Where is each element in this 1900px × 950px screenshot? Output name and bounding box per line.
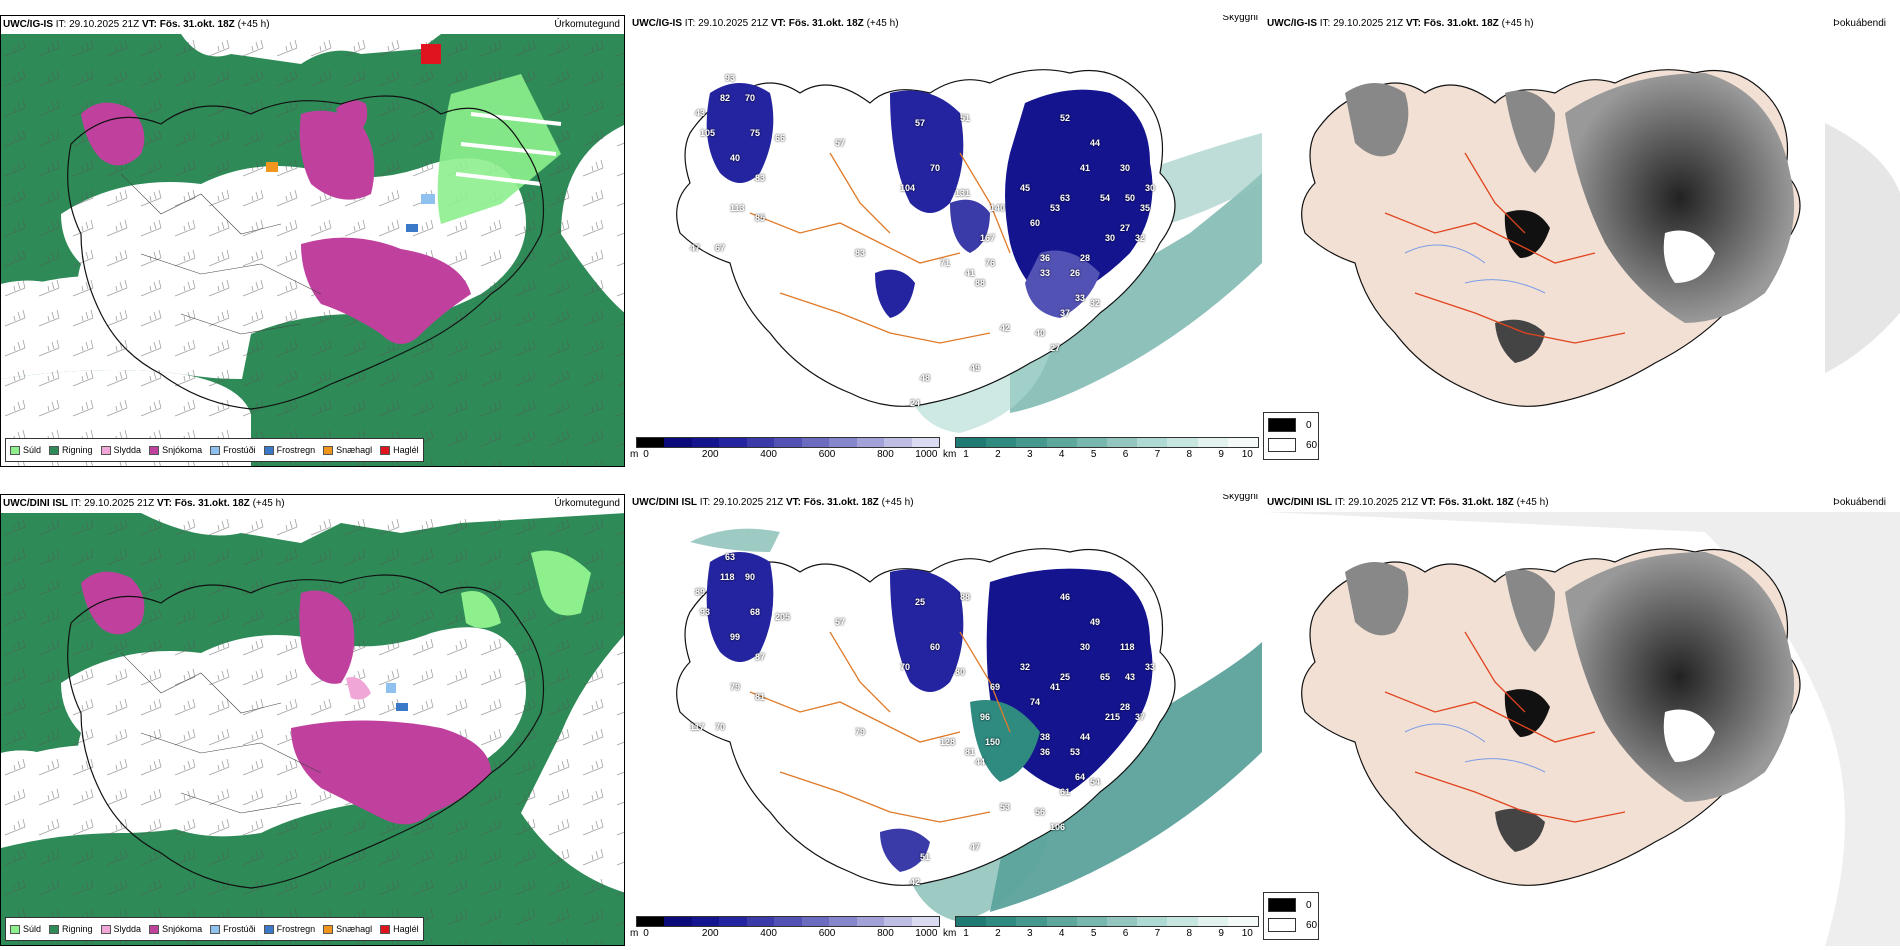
valid-label: VT: [1420, 497, 1436, 508]
legend-item: Frostúði [210, 445, 256, 455]
valid-label: VT: [785, 497, 801, 508]
valid-label: VT: [156, 498, 172, 509]
field-name: Skyggni [1218, 494, 1258, 506]
scale-area: m 0 200 400 600 800 1000 km 1 2 3 4 5 6 … [630, 433, 1262, 467]
ceiling-colorbar [636, 437, 940, 448]
legend-item: Súld [10, 924, 41, 934]
legend-item: Haglél [380, 445, 419, 455]
init-time: IT: 29.10.2025 21Z [55, 19, 140, 30]
legend-item: Frostregn [263, 924, 315, 934]
valid-time: Fös. 31.okt. 18Z [1423, 18, 1499, 29]
legend-item: Snæhagl [323, 445, 372, 455]
tick-label: 200 [701, 449, 719, 460]
legend-item: Snjókoma [149, 445, 202, 455]
field-name: Skyggni [1218, 15, 1258, 27]
tick-label: 0 [643, 449, 649, 460]
legend-item: Frostúði [210, 924, 256, 934]
fog-panel-top: UWC/IG-IS IT: 29.10.2025 21Z VT: Fös. 31… [1265, 15, 1900, 467]
legend-item: 0 [1268, 418, 1312, 432]
field-name: Þokuábendi [1829, 15, 1886, 33]
visibility-panel-top: UWC/IG-IS IT: 29.10.2025 21Z VT: Fös. 31… [630, 15, 1262, 467]
valid-label: VT: [1405, 18, 1421, 29]
lead-time: (+45 h) [237, 19, 270, 30]
ceiling-ticks: 0 200 400 600 800 1000 [643, 928, 938, 939]
legend-item: 0 [1268, 898, 1312, 912]
fog-legend-top: 0 60 [1263, 412, 1319, 460]
fog-panel-bottom: UWC/DINI ISL IT: 29.10.2025 21Z VT: Fös.… [1265, 494, 1900, 946]
panel-title: UWC/IG-IS IT: 29.10.2025 21Z VT: Fös. 31… [1, 16, 624, 34]
ceiling-unit: m [630, 928, 639, 939]
lead-time: (+45 h) [252, 498, 285, 509]
init-time: IT: 29.10.2025 21Z [1319, 18, 1404, 29]
valid-label: VT: [770, 18, 786, 29]
visibility-unit: km [943, 449, 957, 460]
ceiling-unit: m [630, 449, 639, 460]
tick-label: 1000 [915, 449, 938, 460]
lead-time: (+45 h) [881, 497, 914, 508]
legend-item: Rigning [49, 445, 93, 455]
precip-map [1, 34, 624, 466]
precip-legend: Súld Rigning Slydda Snjókoma Frostúði Fr… [5, 917, 424, 941]
visibility-unit: km [943, 928, 957, 939]
precip-type-panel-bottom: UWC/DINI ISL IT: 29.10.2025 21Z VT: Fös.… [0, 494, 625, 946]
panel-title: UWC/IG-IS IT: 29.10.2025 21Z VT: Fös. 31… [630, 15, 1262, 33]
legend-item: 60 [1268, 918, 1317, 932]
model-name: UWC/IG-IS [1267, 18, 1317, 29]
panel-title: UWC/DINI ISL IT: 29.10.2025 21Z VT: Fös.… [1265, 494, 1900, 512]
model-name: UWC/DINI ISL [1267, 497, 1332, 508]
model-name: UWC/DINI ISL [632, 497, 697, 508]
fog-map [1265, 512, 1900, 946]
legend-item: Slydda [100, 445, 141, 455]
lead-time: (+45 h) [866, 18, 899, 29]
valid-label: VT: [141, 19, 157, 30]
panel-title: UWC/DINI ISL IT: 29.10.2025 21Z VT: Fös.… [630, 494, 1262, 512]
legend-item: 60 [1268, 438, 1317, 452]
field-name: Þokuábendi [1829, 494, 1886, 512]
lead-time: (+45 h) [1501, 18, 1534, 29]
legend-item: Snæhagl [323, 924, 372, 934]
model-name: UWC/IG-IS [632, 18, 682, 29]
visibility-panel-bottom: UWC/DINI ISL IT: 29.10.2025 21Z VT: Fös.… [630, 494, 1262, 946]
precip-map [1, 513, 624, 945]
model-name: UWC/IG-IS [3, 19, 53, 30]
tick-label: 400 [760, 449, 777, 460]
visibility-map [630, 33, 1262, 467]
init-time: IT: 29.10.2025 21Z [1334, 497, 1419, 508]
valid-time: Fös. 31.okt. 18Z [803, 497, 879, 508]
valid-time: Fös. 31.okt. 18Z [1438, 497, 1514, 508]
init-time: IT: 29.10.2025 21Z [684, 18, 769, 29]
init-time: IT: 29.10.2025 21Z [699, 497, 784, 508]
visibility-colorbar [955, 437, 1259, 448]
tick-label: 800 [877, 449, 894, 460]
lead-time: (+45 h) [1516, 497, 1549, 508]
field-name: Úrkomutegund [550, 16, 620, 34]
ceiling-colorbar [636, 916, 940, 927]
legend-item: Súld [10, 445, 41, 455]
visibility-map [630, 512, 1262, 946]
panel-title: UWC/DINI ISL IT: 29.10.2025 21Z VT: Fös.… [1, 495, 624, 513]
scale-area: m 0 200 400 600 800 1000 km 1 2 3 4 5 6 … [630, 912, 1262, 946]
tick-label: 600 [818, 449, 836, 460]
precip-type-panel-top: UWC/IG-IS IT: 29.10.2025 21Z VT: Fös. 31… [0, 15, 625, 467]
ceiling-ticks: 0 200 400 600 800 1000 [643, 449, 938, 463]
legend-item: Snjókoma [149, 924, 202, 934]
visibility-colorbar [955, 916, 1259, 927]
panel-title: UWC/IG-IS IT: 29.10.2025 21Z VT: Fös. 31… [1265, 15, 1900, 33]
legend-item: Slydda [100, 924, 141, 934]
field-name: Úrkomutegund [550, 495, 620, 513]
precip-legend: Súld Rigning Slydda Snjókoma Frostúði Fr… [5, 438, 424, 462]
visibility-ticks: 1 2 3 4 5 6 7 8 9 10 [963, 928, 1253, 939]
legend-item: Rigning [49, 924, 93, 934]
valid-time: Fös. 31.okt. 18Z [788, 18, 864, 29]
legend-item: Haglél [380, 924, 419, 934]
fog-map [1265, 33, 1900, 467]
model-name: UWC/DINI ISL [3, 498, 68, 509]
valid-time: Fös. 31.okt. 18Z [159, 19, 235, 30]
valid-time: Fös. 31.okt. 18Z [174, 498, 250, 509]
fog-legend-bottom: 0 60 [1263, 892, 1319, 940]
init-time: IT: 29.10.2025 21Z [70, 498, 155, 509]
visibility-ticks: 1 2 3 4 5 6 7 8 9 10 [963, 449, 1253, 460]
legend-item: Frostregn [263, 445, 315, 455]
